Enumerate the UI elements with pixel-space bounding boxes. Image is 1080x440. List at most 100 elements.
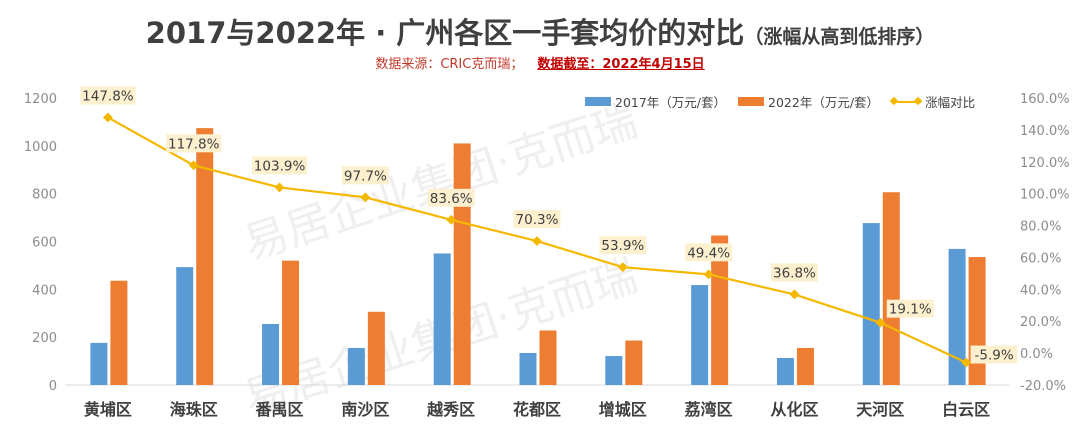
- bar-2017: [691, 285, 709, 385]
- bar-2022: [625, 340, 643, 385]
- svg-text:147.8%: 147.8%: [82, 88, 134, 104]
- growth-point-marker: [360, 192, 371, 203]
- svg-text:49.4%: 49.4%: [687, 245, 730, 261]
- bar-2017: [176, 267, 194, 385]
- chart-title: 2017与2022年 · 广州各区一手套均价的对比（涨幅从高到低排序）: [0, 10, 1080, 52]
- x-axis-category-label: 南沙区: [341, 400, 389, 419]
- svg-text:易居企业集团·克而瑞: 易居企业集团·克而瑞: [238, 95, 644, 270]
- legend-item-growth: 涨幅对比: [889, 92, 976, 111]
- x-axis-category-label: 白云区: [942, 400, 990, 419]
- svg-text:70.3%: 70.3%: [516, 212, 559, 228]
- bar-2017: [948, 248, 966, 385]
- legend-swatch-2017: [585, 97, 611, 106]
- chart-legend: 2017年（万元/套） 2022年（万元/套） 涨幅对比: [585, 92, 981, 111]
- growth-point-marker: [274, 182, 285, 193]
- y2-axis-tick-label: 40.0%: [1020, 283, 1061, 298]
- svg-text:117.8%: 117.8%: [168, 136, 220, 152]
- y2-axis-tick-label: 100.0%: [1020, 188, 1070, 203]
- growth-point-marker: [102, 112, 113, 123]
- y-axis-tick-label: 0: [49, 379, 57, 394]
- y-axis-tick-label: 800: [32, 188, 57, 203]
- x-axis-category-label: 增城区: [599, 400, 647, 419]
- data-cutoff-date: 数据截至：2022年4月15日: [537, 57, 705, 72]
- growth-data-label: 53.9%: [599, 236, 647, 255]
- y2-axis-tick-label: 80.0%: [1020, 220, 1061, 235]
- y-axis-tick-label: 600: [32, 236, 57, 251]
- bar-2022: [539, 330, 557, 385]
- growth-point-marker: [188, 160, 199, 171]
- y2-axis-tick-label: 60.0%: [1020, 251, 1061, 266]
- y-axis-tick-label: 1000: [24, 140, 57, 155]
- legend-item-2017: 2017年（万元/套）: [585, 92, 726, 111]
- bar-2017: [605, 356, 623, 385]
- bar-2017: [347, 347, 365, 385]
- bar-2022: [110, 280, 128, 385]
- x-axis-category-label: 荔湾区: [684, 400, 733, 419]
- legend-label-2017: 2017年（万元/套）: [615, 95, 727, 110]
- x-axis-category-label: 黄埔区: [84, 400, 132, 419]
- growth-data-label: -5.9%: [970, 345, 1018, 364]
- x-axis-category-label: 越秀区: [426, 400, 475, 419]
- bar-2022: [968, 257, 986, 385]
- chart-source: 数据来源：CRIC克而瑞； 数据截至：2022年4月15日: [0, 53, 1080, 72]
- chart-title-paren: （涨幅从高到低排序）: [744, 26, 935, 48]
- growth-data-label: 36.8%: [770, 263, 818, 282]
- bar-2022: [711, 235, 729, 385]
- growth-data-label: 103.9%: [251, 156, 308, 175]
- growth-point-marker: [875, 317, 886, 328]
- svg-text:83.6%: 83.6%: [430, 191, 473, 207]
- growth-point-marker: [703, 269, 714, 280]
- growth-data-label: 70.3%: [513, 210, 561, 229]
- y2-axis-tick-label: -20.0%: [1020, 379, 1066, 394]
- legend-label-2022: 2022年（万元/套）: [768, 95, 880, 110]
- legend-line-marker-icon: [889, 96, 923, 106]
- svg-text:97.7%: 97.7%: [344, 168, 387, 184]
- growth-point-marker: [446, 214, 457, 225]
- svg-text:36.8%: 36.8%: [773, 265, 816, 281]
- x-axis-category-label: 海珠区: [170, 400, 218, 419]
- growth-data-label: 117.8%: [166, 134, 222, 153]
- bar-2022: [796, 347, 814, 385]
- bar-2017: [433, 253, 451, 385]
- y2-axis-tick-label: 120.0%: [1020, 156, 1070, 171]
- x-axis-category-label: 番禺区: [255, 400, 304, 419]
- y2-axis-tick-label: 0.0%: [1020, 347, 1053, 362]
- legend-item-2022: 2022年（万元/套）: [738, 92, 879, 111]
- y-axis-tick-label: 400: [32, 283, 57, 298]
- legend-swatch-2022: [738, 97, 765, 106]
- growth-data-label: 49.4%: [685, 243, 733, 262]
- bar-2017: [862, 223, 880, 385]
- legend-label-growth: 涨幅对比: [925, 95, 976, 110]
- growth-data-label: 147.8%: [80, 86, 136, 105]
- bar-2022: [282, 260, 300, 385]
- growth-data-label: 83.6%: [427, 188, 475, 207]
- y2-axis-tick-label: 140.0%: [1020, 124, 1070, 139]
- bar-2017: [519, 352, 537, 385]
- bar-2017: [262, 324, 280, 385]
- bar-2022: [453, 143, 471, 385]
- growth-data-label: 19.1%: [886, 299, 934, 318]
- growth-point-marker: [961, 357, 972, 368]
- svg-text:19.1%: 19.1%: [889, 302, 932, 318]
- growth-point-marker: [789, 289, 800, 300]
- y-axis-tick-label: 200: [32, 331, 57, 346]
- bar-2017: [776, 357, 794, 385]
- svg-text:53.9%: 53.9%: [601, 238, 644, 254]
- chart-title-main: 2017与2022年 · 广州各区一手套均价的对比: [145, 16, 745, 50]
- bar-2017: [90, 342, 108, 385]
- bar-2022: [196, 128, 214, 385]
- source-label: 数据来源：CRIC克而瑞；: [375, 57, 524, 72]
- x-axis-category-label: 从化区: [770, 400, 818, 419]
- growth-point-marker: [532, 236, 542, 246]
- bar-2022: [367, 311, 385, 385]
- x-axis-category-label: 花都区: [513, 400, 561, 419]
- growth-point-marker: [617, 262, 628, 273]
- y2-axis-tick-label: 160.0%: [1020, 92, 1070, 107]
- bar-2022: [882, 192, 900, 385]
- svg-text:103.9%: 103.9%: [254, 158, 306, 174]
- svg-text:-5.9%: -5.9%: [975, 348, 1014, 364]
- x-axis-category-label: 天河区: [856, 400, 904, 419]
- y2-axis-tick-label: 20.0%: [1020, 315, 1061, 330]
- growth-data-label: 97.7%: [341, 166, 389, 185]
